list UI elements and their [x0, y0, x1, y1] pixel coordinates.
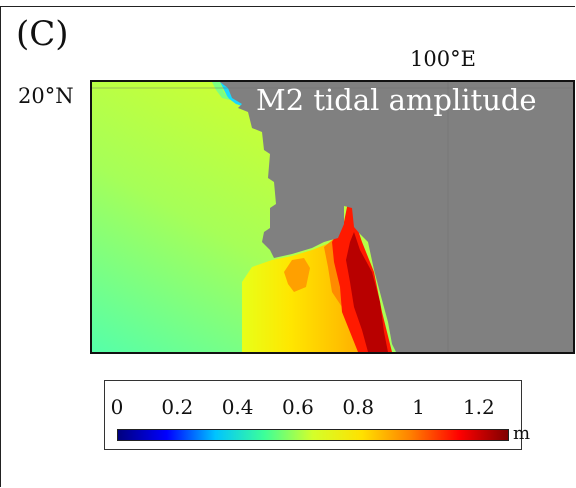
colorbar-tick: 0.6 [282, 395, 314, 419]
colorbar-legend: 0 0.2 0.4 0.6 0.8 1 1.2 m [104, 380, 530, 450]
colorbar-tick: 1.2 [462, 395, 495, 419]
colorbar-tick: 0 [110, 395, 124, 419]
colorbar-tick: 0.2 [161, 395, 194, 419]
longitude-tick-label: 100°E [410, 47, 476, 71]
latitude-tick-label: 20°N [18, 84, 74, 108]
land-mass [220, 82, 573, 352]
high-amplitude-darkred [346, 232, 388, 352]
panel-label: (C) [16, 14, 69, 54]
gulf-amplitude-orange [284, 258, 310, 292]
colorbar-gradient [117, 429, 509, 441]
tidal-amplitude-map [90, 80, 575, 354]
figure-frame [0, 6, 575, 487]
colorbar-tick: 1 [412, 395, 425, 419]
map-title: M2 tidal amplitude [256, 83, 537, 117]
colorbar-tick-labels: 0 0.2 0.4 0.6 0.8 1 1.2 [105, 395, 521, 421]
low-amplitude-green [212, 82, 230, 100]
colorbar-unit-label: m [513, 423, 531, 444]
colorbar-tick: 0.4 [221, 395, 254, 419]
colorbar-tick: 0.8 [342, 395, 375, 419]
